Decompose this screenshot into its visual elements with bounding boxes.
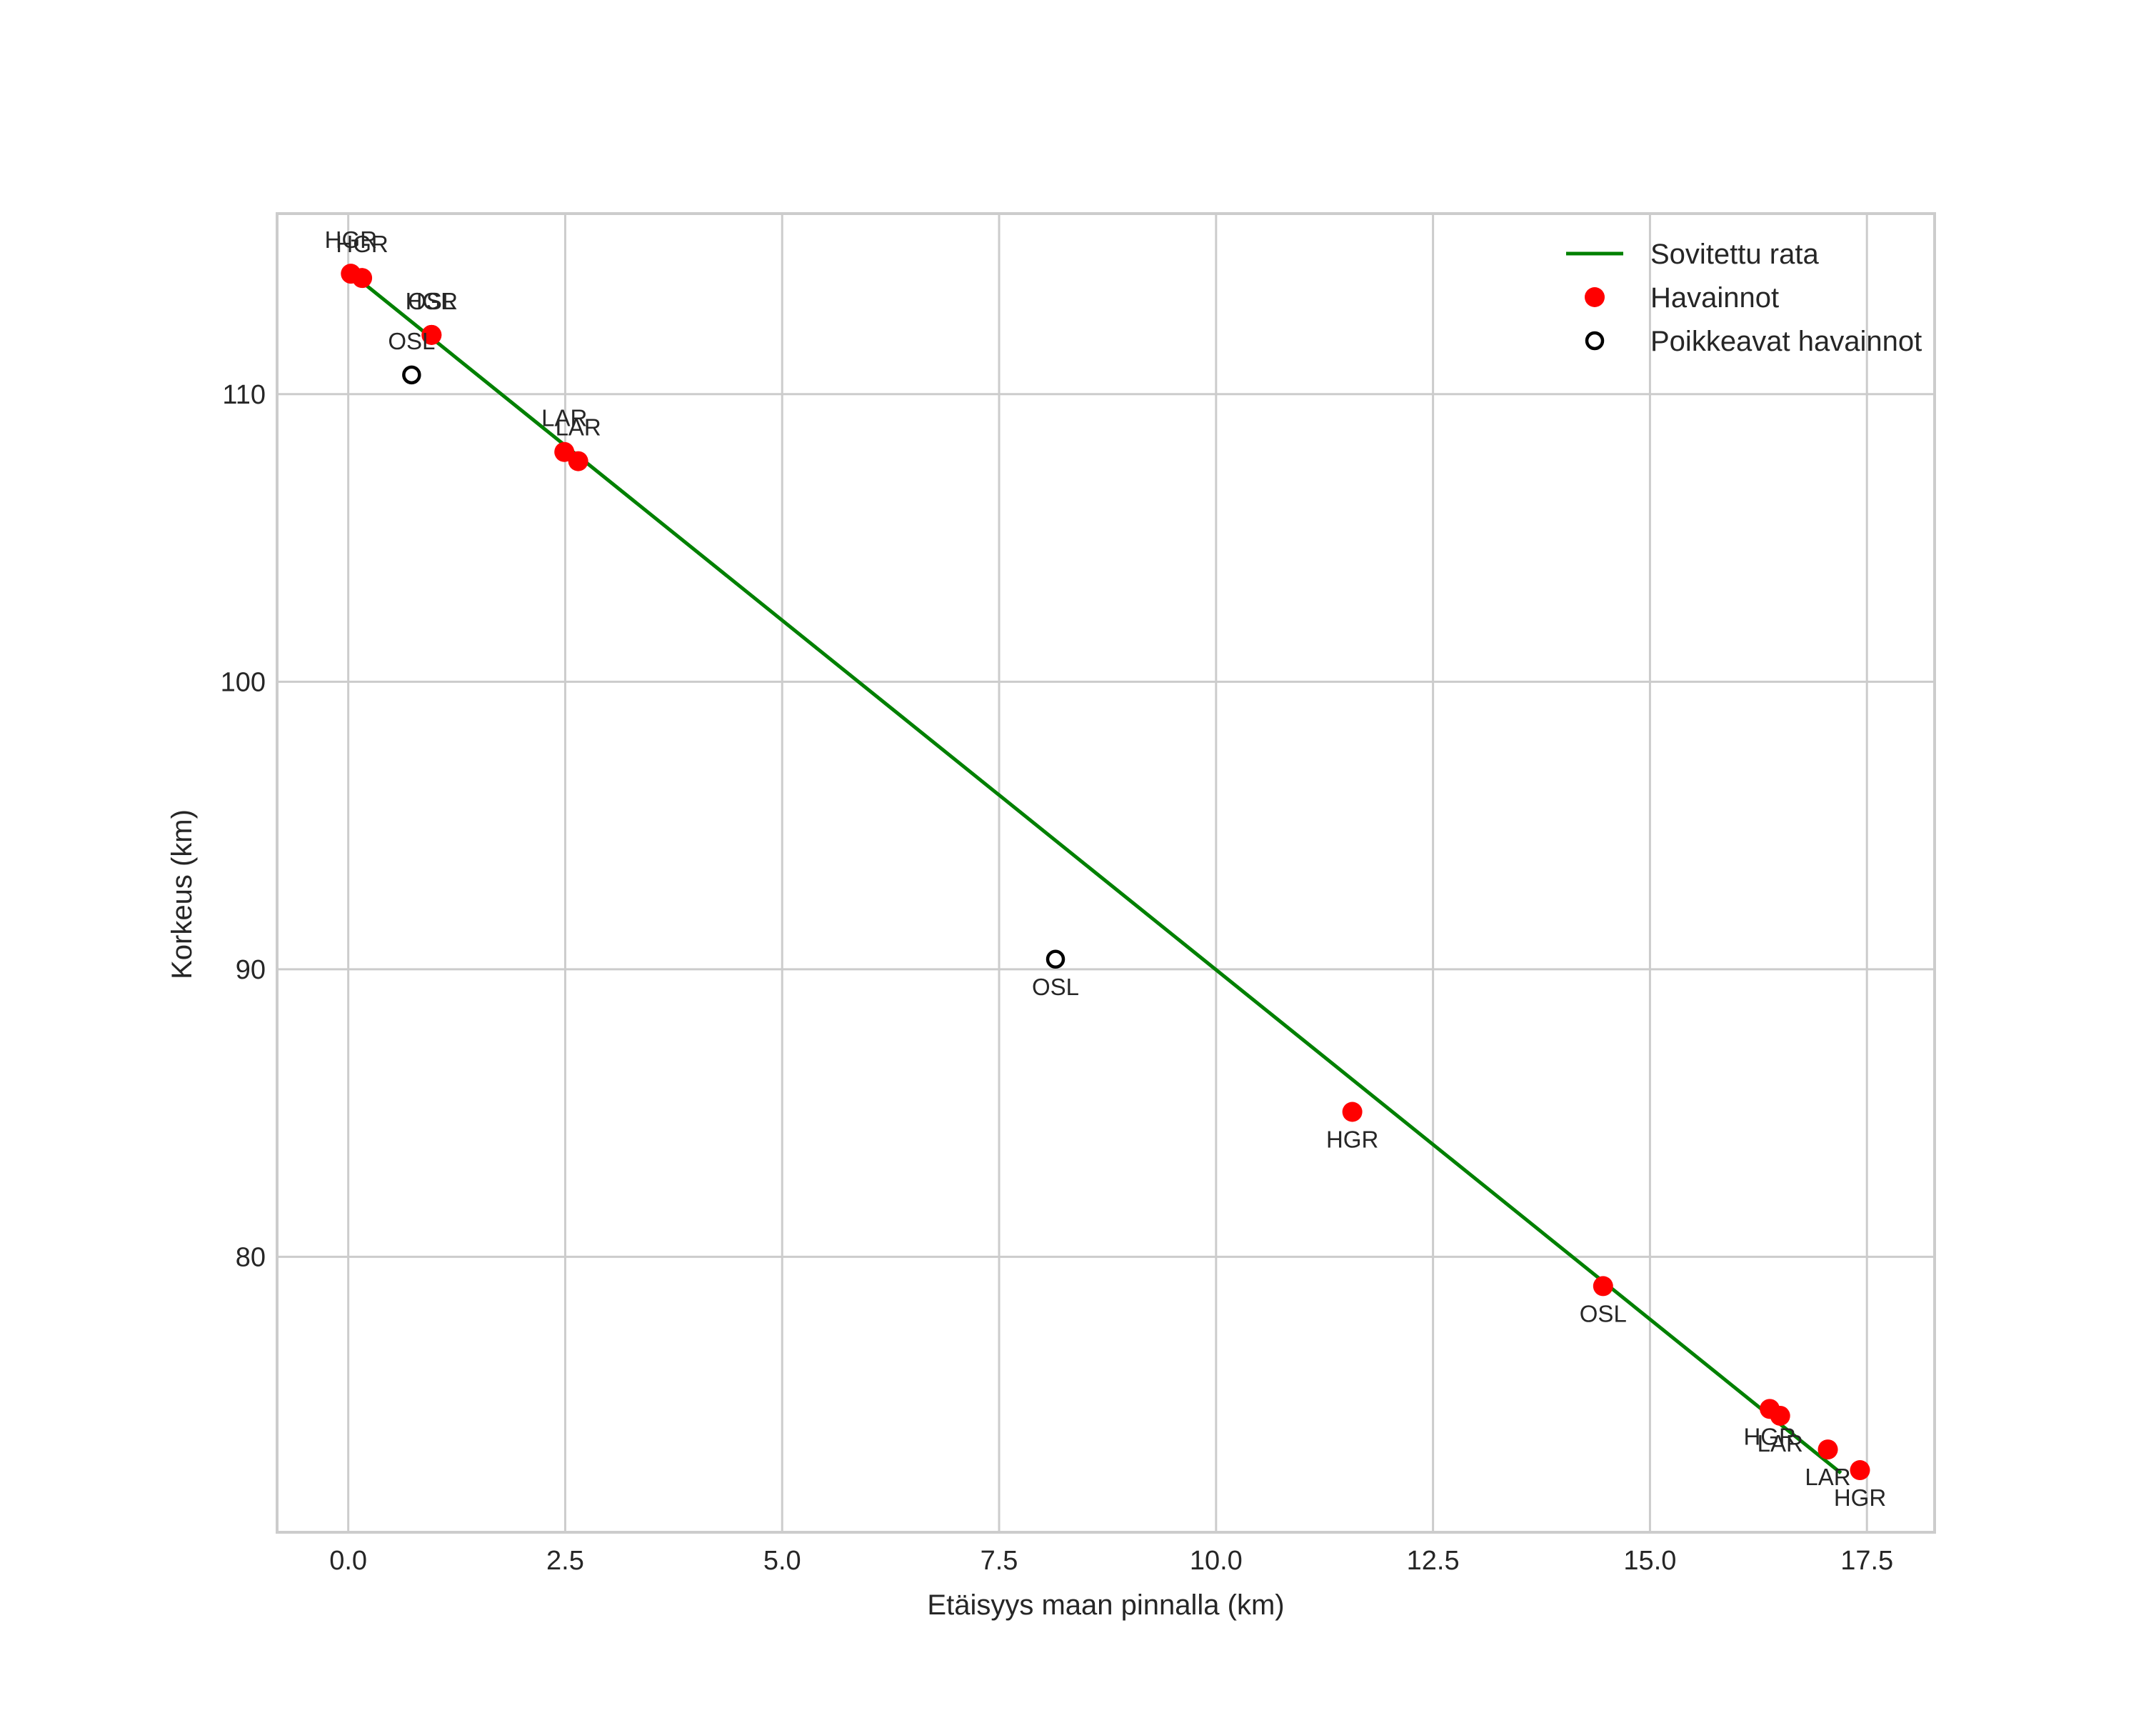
station-label: LAR bbox=[541, 405, 587, 431]
outlier-marker bbox=[402, 365, 421, 385]
observation-marker bbox=[352, 268, 373, 289]
observation-marker bbox=[1770, 1405, 1790, 1426]
station-label: OSL bbox=[408, 288, 455, 314]
station-label: HGR bbox=[1743, 1423, 1795, 1449]
x-tick-label: 2.5 bbox=[546, 1546, 584, 1576]
fit-line bbox=[361, 280, 1842, 1475]
legend-label: Havainnot bbox=[1650, 282, 1779, 314]
legend-hollow-circle-icon bbox=[1585, 331, 1605, 351]
observation-marker bbox=[1817, 1439, 1838, 1460]
station-label: LAR bbox=[556, 414, 601, 441]
y-tick-label: 90 bbox=[236, 955, 266, 985]
observation-marker bbox=[1593, 1276, 1613, 1297]
legend-item: Poikkeavat havainnot bbox=[1585, 326, 1922, 357]
station-label: HGR bbox=[336, 231, 388, 257]
outlier-points bbox=[402, 365, 1066, 969]
legend-item: Sovitettu rata bbox=[1566, 239, 1819, 270]
y-axis-label: Korkeus (km) bbox=[166, 809, 198, 979]
station-label: OSL bbox=[1580, 1300, 1627, 1327]
legend-filled-circle-icon bbox=[1585, 287, 1605, 307]
station-label: OSL bbox=[388, 328, 435, 354]
plot-frame bbox=[276, 212, 1936, 1534]
y-tick-label: 110 bbox=[222, 380, 266, 410]
y-tick-label: 100 bbox=[221, 667, 266, 697]
x-axis-ticks: 0.0 2.5 5.0 7.5 10.0 12.5 15.0 17.5 bbox=[329, 1546, 1893, 1576]
station-label: HGR bbox=[1834, 1484, 1886, 1511]
x-tick-label: 0.0 bbox=[329, 1546, 367, 1576]
station-label: HGR bbox=[325, 226, 377, 253]
grid-lines bbox=[277, 214, 1935, 1532]
station-label: HGR bbox=[406, 288, 458, 314]
observation-points bbox=[341, 264, 1870, 1481]
observation-marker bbox=[1850, 1460, 1870, 1481]
legend: Sovitettu rata Havainnot Poikkeavat havain… bbox=[1566, 239, 1922, 357]
observation-marker bbox=[1342, 1102, 1363, 1122]
outlier-marker bbox=[1046, 949, 1066, 969]
y-tick-label: 80 bbox=[236, 1242, 266, 1272]
legend-label: Sovitettu rata bbox=[1650, 239, 1819, 270]
legend-item: Havainnot bbox=[1585, 282, 1779, 314]
x-tick-label: 12.5 bbox=[1407, 1546, 1460, 1576]
fitted-trajectory-line bbox=[361, 280, 1842, 1475]
station-label: HGR bbox=[1326, 1127, 1378, 1153]
point-labels: HGRHGRHGROSLLARLARHGROSLHGRLARLARHGROSLO… bbox=[325, 226, 1887, 1511]
x-tick-label: 5.0 bbox=[763, 1546, 801, 1576]
station-label: OSL bbox=[1032, 974, 1079, 1000]
station-label: LAR bbox=[1758, 1430, 1803, 1457]
observation-marker bbox=[421, 324, 442, 345]
station-label: LAR bbox=[1805, 1464, 1850, 1490]
x-tick-label: 7.5 bbox=[981, 1546, 1018, 1576]
y-axis-ticks: 80 90 100 110 bbox=[221, 380, 266, 1273]
legend-label: Poikkeavat havainnot bbox=[1650, 326, 1922, 357]
x-tick-label: 10.0 bbox=[1190, 1546, 1243, 1576]
x-tick-label: 15.0 bbox=[1623, 1546, 1676, 1576]
x-axis-label: Etäisyys maan pinnalla (km) bbox=[927, 1589, 1284, 1621]
observation-marker bbox=[568, 451, 588, 471]
x-tick-label: 17.5 bbox=[1840, 1546, 1893, 1576]
